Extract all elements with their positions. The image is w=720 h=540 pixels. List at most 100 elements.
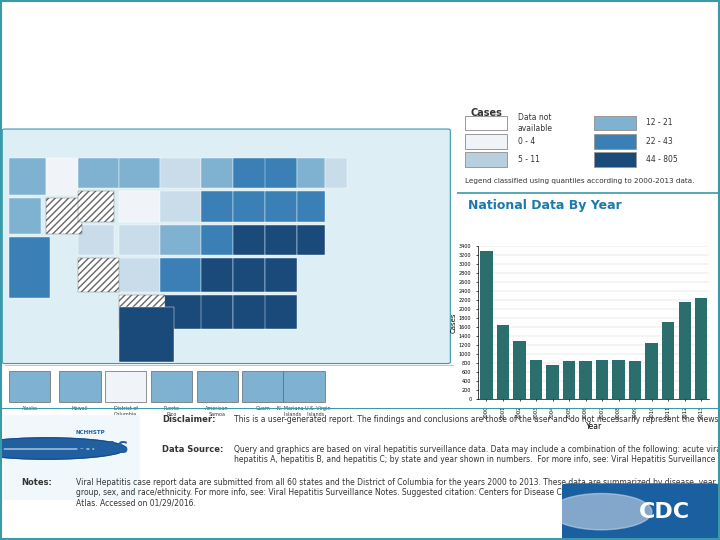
Text: ATLAS: ATLAS <box>76 441 129 456</box>
Bar <box>78 259 119 292</box>
Y-axis label: Cases: Cases <box>451 312 456 333</box>
Circle shape <box>0 438 126 459</box>
Bar <box>160 192 201 222</box>
Text: Cases: Cases <box>470 107 503 118</box>
Bar <box>596 360 608 399</box>
Bar <box>119 307 174 362</box>
Bar <box>325 158 348 188</box>
Text: Data not
available: Data not available <box>518 113 553 133</box>
Text: American
Samoa: American Samoa <box>205 406 229 417</box>
Bar <box>160 225 201 255</box>
Bar <box>594 134 636 148</box>
Bar <box>197 371 238 402</box>
Text: All races/ethnicities  | Both sexes  | Change over time (2000-2013)  |  All age : All races/ethnicities | Both sexes | Cha… <box>9 51 477 62</box>
Bar <box>78 192 114 222</box>
Text: NCHHSTP: NCHHSTP <box>76 429 105 435</box>
Text: This is a user-generated report. The findings and conclusions are those of the u: This is a user-generated report. The fin… <box>234 415 720 424</box>
Bar <box>497 325 509 399</box>
Bar <box>119 225 160 255</box>
Bar <box>60 371 101 402</box>
Text: 5 - 11: 5 - 11 <box>518 155 539 164</box>
Bar <box>629 361 642 399</box>
Bar <box>297 192 325 222</box>
Text: National Center for HIV/AIDS, Viral Hepatitis, STD, and TB Prevention: National Center for HIV/AIDS, Viral Hepa… <box>12 525 301 535</box>
Bar <box>233 259 265 292</box>
Bar <box>513 341 526 399</box>
Bar <box>201 259 233 292</box>
Text: Alaska: Alaska <box>22 406 37 411</box>
Bar <box>78 225 114 255</box>
Text: CDC: CDC <box>639 502 690 522</box>
Bar <box>46 198 82 234</box>
Bar <box>265 259 297 292</box>
Text: Viral Hepatitis case report data are submitted from all 60 states and the Distri: Viral Hepatitis case report data are sub… <box>76 478 720 508</box>
Bar <box>594 116 636 130</box>
Circle shape <box>551 494 652 530</box>
Bar <box>465 116 507 130</box>
Text: Centers for Disease Control and Prevention: Centers for Disease Control and Preventi… <box>12 510 194 519</box>
Bar <box>78 158 119 188</box>
Text: Query and graphics are based on viral hepatitis surveillance data. Data may incl: Query and graphics are based on viral he… <box>234 444 720 464</box>
Bar <box>119 192 160 222</box>
Bar <box>233 225 265 255</box>
Bar <box>265 158 297 188</box>
Bar <box>119 158 160 188</box>
Bar <box>284 371 325 402</box>
Bar <box>465 134 507 148</box>
Bar <box>233 158 270 188</box>
Text: Hawaii: Hawaii <box>72 406 89 411</box>
Text: Notes:: Notes: <box>22 478 53 487</box>
Bar <box>265 192 297 222</box>
Text: 0 - 4: 0 - 4 <box>518 137 535 146</box>
FancyBboxPatch shape <box>2 129 450 363</box>
Bar <box>546 365 559 399</box>
Bar <box>46 198 82 234</box>
Bar <box>233 295 274 328</box>
X-axis label: Year: Year <box>586 422 602 431</box>
Bar <box>78 259 119 292</box>
Bar <box>613 360 625 399</box>
Text: National Data By Year: National Data By Year <box>468 199 621 212</box>
Text: District of
Columbia: District of Columbia <box>114 406 138 417</box>
Bar <box>465 152 507 167</box>
Bar <box>480 251 492 399</box>
FancyBboxPatch shape <box>562 483 720 540</box>
Bar <box>4 415 140 500</box>
Bar <box>297 225 325 255</box>
Text: N. Mariana U.S. Virgin
Islands    Islands: N. Mariana U.S. Virgin Islands Islands <box>277 406 330 417</box>
Bar <box>9 158 46 194</box>
Bar <box>678 302 691 399</box>
Text: Puerto
Rico: Puerto Rico <box>163 406 179 417</box>
Bar <box>9 237 50 298</box>
Bar <box>233 192 265 222</box>
Bar <box>9 198 41 234</box>
Bar <box>160 295 206 328</box>
Bar <box>151 371 192 402</box>
Bar <box>695 298 708 399</box>
Bar <box>563 361 575 399</box>
Bar <box>201 225 233 255</box>
Bar <box>201 295 233 328</box>
Bar <box>530 360 542 399</box>
Bar <box>119 259 160 292</box>
Bar <box>662 322 675 399</box>
Bar <box>594 152 636 167</box>
Bar <box>297 158 325 188</box>
Bar <box>160 259 201 292</box>
Bar <box>119 295 165 328</box>
Bar <box>201 192 233 222</box>
Text: Guam: Guam <box>256 406 270 411</box>
Text: 12 - 21: 12 - 21 <box>647 118 673 127</box>
Bar <box>201 158 233 188</box>
Text: 22 - 43: 22 - 43 <box>647 137 673 146</box>
Text: Disclaimer:: Disclaimer: <box>162 415 215 424</box>
Text: Data Source:: Data Source: <box>162 444 223 454</box>
Bar <box>243 371 284 402</box>
Text: Acute Viral Hepatitis  C (2013): Acute Viral Hepatitis C (2013) <box>9 10 307 29</box>
Text: 44 - 805: 44 - 805 <box>647 155 678 164</box>
Bar <box>78 192 114 222</box>
Bar <box>46 158 78 194</box>
Bar <box>105 371 146 402</box>
Text: Legend classified using quantiles according to 2000-2013 data.: Legend classified using quantiles accord… <box>465 178 695 184</box>
Bar <box>645 342 658 399</box>
